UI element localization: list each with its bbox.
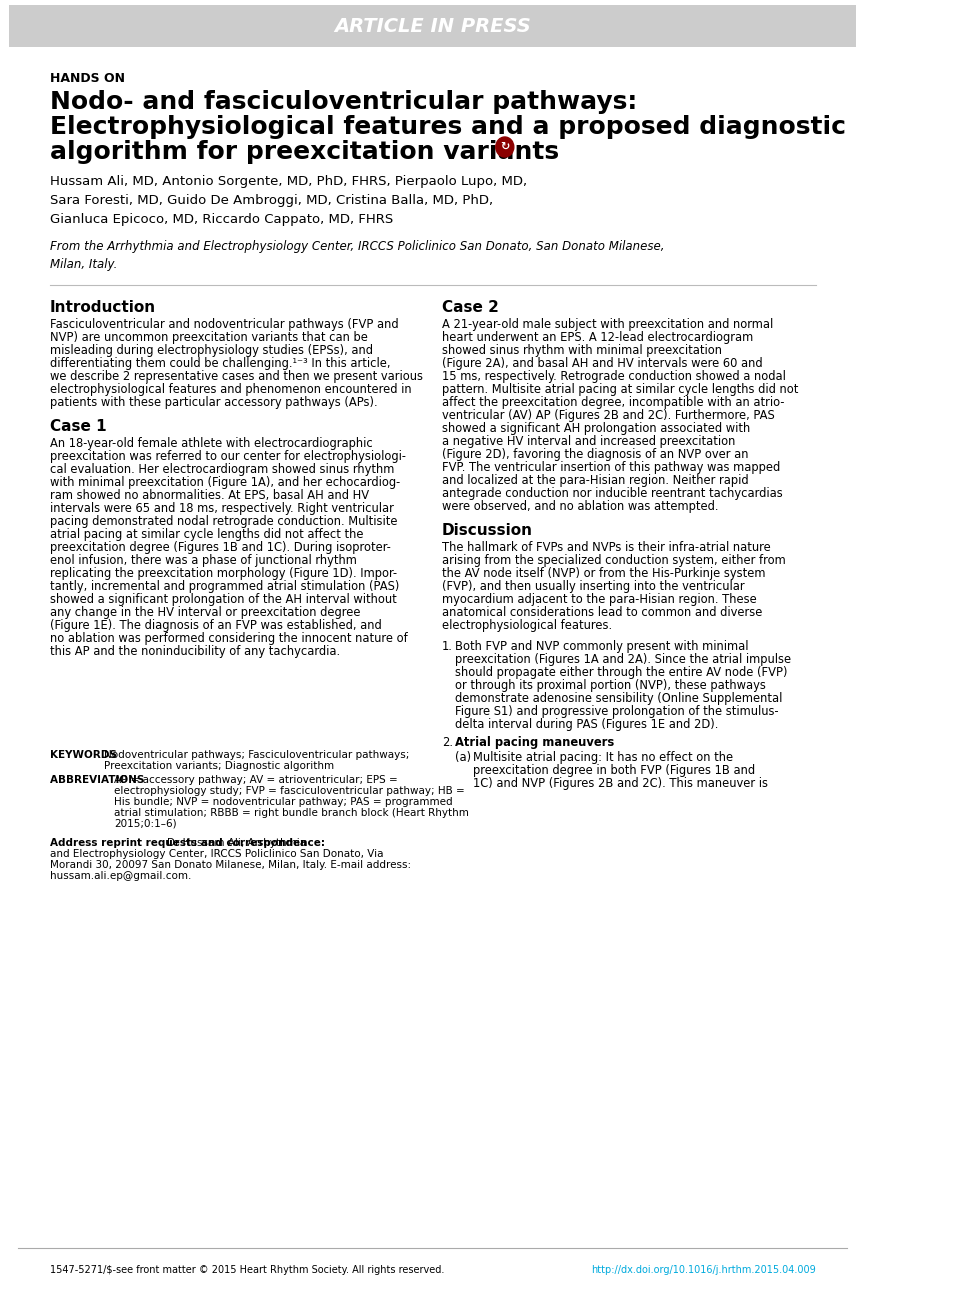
Text: (a): (a) [455,751,471,764]
Text: should propagate either through the entire AV node (FVP): should propagate either through the enti… [455,666,788,679]
Text: or through its proximal portion (NVP), these pathways: or through its proximal portion (NVP), t… [455,679,766,691]
Text: His bundle; NVP = nodoventricular pathway; PAS = programmed: His bundle; NVP = nodoventricular pathwa… [114,797,453,808]
Text: 1.: 1. [442,640,452,653]
Text: demonstrate adenosine sensibility (Online Supplemental: demonstrate adenosine sensibility (Onlin… [455,691,782,706]
Text: delta interval during PAS (Figures 1E and 2D).: delta interval during PAS (Figures 1E an… [455,719,719,731]
Text: Introduction: Introduction [50,301,156,315]
Text: ABBREVIATIONS: ABBREVIATIONS [50,775,148,786]
Text: Both FVP and NVP commonly present with minimal: Both FVP and NVP commonly present with m… [455,640,749,653]
Text: hussam.ali.ep@gmail.com.: hussam.ali.ep@gmail.com. [50,871,191,881]
Text: arising from the specialized conduction system, either from: arising from the specialized conduction … [442,553,785,568]
Text: Case 1: Case 1 [50,419,107,433]
Text: showed sinus rhythm with minimal preexcitation: showed sinus rhythm with minimal preexci… [442,344,722,357]
Text: showed a significant AH prolongation associated with: showed a significant AH prolongation ass… [442,422,750,435]
Text: cal evaluation. Her electrocardiogram showed sinus rhythm: cal evaluation. Her electrocardiogram sh… [50,463,394,476]
Text: Atrial pacing maneuvers: Atrial pacing maneuvers [455,737,614,749]
Text: Nodo- and fasciculoventricular pathways:: Nodo- and fasciculoventricular pathways: [50,90,636,114]
Text: and localized at the para-Hisian region. Neither rapid: and localized at the para-Hisian region.… [442,473,749,488]
Text: no ablation was performed considering the innocent nature of: no ablation was performed considering th… [50,632,407,645]
Text: algorithm for preexcitation variants: algorithm for preexcitation variants [50,141,559,164]
Text: ventricular (AV) AP (Figures 2B and 2C). Furthermore, PAS: ventricular (AV) AP (Figures 2B and 2C).… [442,409,775,422]
Text: ARTICLE IN PRESS: ARTICLE IN PRESS [334,17,531,36]
Text: electrophysiological features and phenomenon encountered in: electrophysiological features and phenom… [50,383,411,396]
Text: HANDS ON: HANDS ON [50,72,125,85]
Text: Nodoventricular pathways; Fasciculoventricular pathways;: Nodoventricular pathways; Fasciculoventr… [104,749,409,760]
Text: myocardium adjacent to the para-Hisian region. These: myocardium adjacent to the para-Hisian r… [442,593,756,606]
Text: with minimal preexcitation (Figure 1A), and her echocardiog-: with minimal preexcitation (Figure 1A), … [50,476,399,489]
Text: (Figure 1E). The diagnosis of an FVP was established, and: (Figure 1E). The diagnosis of an FVP was… [50,619,381,632]
Text: Fasciculoventricular and nodoventricular pathways (FVP and: Fasciculoventricular and nodoventricular… [50,319,398,332]
Text: Discussion: Discussion [442,522,533,538]
Text: 1547-5271/$-see front matter © 2015 Heart Rhythm Society. All rights reserved.: 1547-5271/$-see front matter © 2015 Hear… [50,1265,444,1275]
Text: preexcitation degree (Figures 1B and 1C). During isoproter-: preexcitation degree (Figures 1B and 1C)… [50,541,391,553]
Text: the AV node itself (NVP) or from the His-Purkinje system: the AV node itself (NVP) or from the His… [442,568,765,580]
Text: Multisite atrial pacing: It has no effect on the: Multisite atrial pacing: It has no effec… [473,751,733,764]
Text: electrophysiology study; FVP = fasciculoventricular pathway; HB =: electrophysiology study; FVP = fasciculo… [114,786,466,796]
Text: From the Arrhythmia and Electrophysiology Center, IRCCS Policlinico San Donato, : From the Arrhythmia and Electrophysiolog… [50,240,664,271]
Text: Case 2: Case 2 [442,301,498,315]
Text: http://dx.doi.org/10.1016/j.hrthm.2015.04.009: http://dx.doi.org/10.1016/j.hrthm.2015.0… [591,1265,816,1275]
Text: 2.: 2. [442,737,453,749]
Text: The hallmark of FVPs and NVPs is their infra-atrial nature: The hallmark of FVPs and NVPs is their i… [442,541,771,553]
Text: (Figure 2A), and basal AH and HV intervals were 60 and: (Figure 2A), and basal AH and HV interva… [442,357,762,370]
Text: preexcitation was referred to our center for electrophysiologi-: preexcitation was referred to our center… [50,450,405,463]
Text: Hussam Ali, MD, Antonio Sorgente, MD, PhD, FHRS, Pierpaolo Lupo, MD,
Sara Forest: Hussam Ali, MD, Antonio Sorgente, MD, Ph… [50,175,527,226]
Text: we describe 2 representative cases and then we present various: we describe 2 representative cases and t… [50,370,422,383]
Text: 15 ms, respectively. Retrograde conduction showed a nodal: 15 ms, respectively. Retrograde conducti… [442,370,785,383]
Text: (Figure 2D), favoring the diagnosis of an NVP over an: (Figure 2D), favoring the diagnosis of a… [442,448,748,461]
Text: any change in the HV interval or preexcitation degree: any change in the HV interval or preexci… [50,606,360,619]
Text: enol infusion, there was a phase of junctional rhythm: enol infusion, there was a phase of junc… [50,553,356,568]
Text: Figure S1) and progressive prolongation of the stimulus-: Figure S1) and progressive prolongation … [455,706,779,719]
Text: patients with these particular accessory pathways (APs).: patients with these particular accessory… [50,396,377,409]
Text: atrial pacing at similar cycle lengths did not affect the: atrial pacing at similar cycle lengths d… [50,528,363,541]
Text: An 18-year-old female athlete with electrocardiographic: An 18-year-old female athlete with elect… [50,437,372,450]
Text: ram showed no abnormalities. At EPS, basal AH and HV: ram showed no abnormalities. At EPS, bas… [50,489,369,502]
Text: intervals were 65 and 18 ms, respectively. Right ventricular: intervals were 65 and 18 ms, respectivel… [50,502,394,515]
Text: heart underwent an EPS. A 12-lead electrocardiogram: heart underwent an EPS. A 12-lead electr… [442,332,753,344]
Text: AP = accessory pathway; AV = atrioventricular; EPS =: AP = accessory pathway; AV = atrioventri… [114,775,398,786]
Text: 1C) and NVP (Figures 2B and 2C). This maneuver is: 1C) and NVP (Figures 2B and 2C). This ma… [473,777,768,789]
Text: Morandi 30, 20097 San Donato Milanese, Milan, Italy. E-mail address:: Morandi 30, 20097 San Donato Milanese, M… [50,860,411,869]
Text: this AP and the noninducibility of any tachycardia.: this AP and the noninducibility of any t… [50,645,340,658]
Text: affect the preexcitation degree, incompatible with an atrio-: affect the preexcitation degree, incompa… [442,396,784,409]
Text: NVP) are uncommon preexcitation variants that can be: NVP) are uncommon preexcitation variants… [50,332,368,344]
Text: Preexcitation variants; Diagnostic algorithm: Preexcitation variants; Diagnostic algor… [104,761,334,771]
Text: atrial stimulation; RBBB = right bundle branch block (Heart Rhythm: atrial stimulation; RBBB = right bundle … [114,808,469,818]
Text: Electrophysiological features and a proposed diagnostic: Electrophysiological features and a prop… [50,115,846,139]
Text: showed a significant prolongation of the AH interval without: showed a significant prolongation of the… [50,593,396,606]
Text: anatomical considerations lead to common and diverse: anatomical considerations lead to common… [442,606,762,619]
Text: pattern. Multisite atrial pacing at similar cycle lengths did not: pattern. Multisite atrial pacing at simi… [442,383,798,396]
FancyBboxPatch shape [9,5,856,46]
Text: differentiating them could be challenging.¹⁻³ In this article,: differentiating them could be challengin… [50,357,390,370]
Text: were observed, and no ablation was attempted.: were observed, and no ablation was attem… [442,501,718,513]
Text: Address reprint requests and correspondence:: Address reprint requests and corresponde… [50,838,328,848]
Text: preexcitation degree in both FVP (Figures 1B and: preexcitation degree in both FVP (Figure… [473,764,756,777]
Text: Dr Hussam Ali, Arrhythmia: Dr Hussam Ali, Arrhythmia [167,838,306,848]
Text: ↻: ↻ [500,142,510,152]
Text: and Electrophysiology Center, IRCCS Policlinico San Donato, Via: and Electrophysiology Center, IRCCS Poli… [50,849,383,859]
Text: replicating the preexcitation morphology (Figure 1D). Impor-: replicating the preexcitation morphology… [50,568,396,580]
Text: tantly, incremental and programmed atrial stimulation (PAS): tantly, incremental and programmed atria… [50,580,399,593]
Text: electrophysiological features.: electrophysiological features. [442,619,612,632]
Text: a negative HV interval and increased preexcitation: a negative HV interval and increased pre… [442,435,735,448]
Text: (FVP), and then usually inserting into the ventricular: (FVP), and then usually inserting into t… [442,580,744,593]
Text: 2015;0:1–6): 2015;0:1–6) [114,819,177,829]
Text: preexcitation (Figures 1A and 2A). Since the atrial impulse: preexcitation (Figures 1A and 2A). Since… [455,653,791,666]
Text: A 21-year-old male subject with preexcitation and normal: A 21-year-old male subject with preexcit… [442,319,773,332]
Circle shape [495,137,514,157]
Text: antegrade conduction nor inducible reentrant tachycardias: antegrade conduction nor inducible reent… [442,488,782,501]
Text: pacing demonstrated nodal retrograde conduction. Multisite: pacing demonstrated nodal retrograde con… [50,515,397,528]
Text: misleading during electrophysiology studies (EPSs), and: misleading during electrophysiology stud… [50,344,372,357]
Text: KEYWORDS: KEYWORDS [50,749,120,760]
Text: FVP. The ventricular insertion of this pathway was mapped: FVP. The ventricular insertion of this p… [442,461,780,473]
